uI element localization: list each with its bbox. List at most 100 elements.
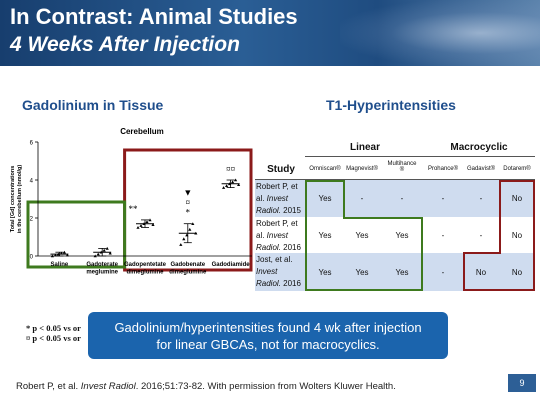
value-cell: - (479, 194, 483, 203)
footnote-left: ¤ p < 0.05 vs or (26, 333, 81, 343)
study-line: al. Invest (256, 231, 289, 240)
header-rule (255, 179, 535, 180)
x-tick-label: dimeglumine (169, 270, 207, 276)
column-header: Multihance ® (381, 154, 423, 180)
y-tick-label: 4 (30, 179, 34, 185)
page-number: 9 (508, 374, 536, 392)
banner-mri-image (340, 0, 540, 66)
group-header-macrocyclic: Macrocyclic (450, 141, 508, 153)
study-line: Robert P, et (256, 182, 298, 191)
column-header: Prohance® (427, 166, 459, 172)
column-header-text: ® (399, 167, 405, 173)
data-point (145, 220, 149, 224)
value-cell: - (441, 194, 445, 203)
hyperintensity-table: Linear Macrocyclic Study Omniscan® Magnevist… (255, 140, 535, 294)
value-cell: - (479, 230, 483, 240)
cerebellum-chart: Cerebellum 0 2 4 6 Total [Gd] concentrations i… (4, 117, 256, 323)
significance-mark: ** (129, 204, 139, 214)
citation-prefix: Robert P, et al. (16, 381, 81, 392)
table-row (255, 253, 535, 291)
value-cell: No (511, 230, 523, 240)
value-cell: - (400, 194, 404, 203)
value-cell: - (441, 267, 445, 277)
study-journal: Radiol. (256, 206, 281, 215)
macrocyclic-highlight-box (499, 180, 535, 254)
macrocyclic-highlight-box (463, 252, 501, 254)
study-journal: Invest (266, 194, 289, 203)
data-point (96, 252, 100, 256)
data-point (182, 237, 186, 241)
value-cell: Yes (355, 267, 369, 277)
value-cell: Yes (355, 230, 369, 240)
study-line: al. Invest (256, 194, 289, 203)
summary-callout: Gadolinium/hyperintensities found 4 wk a… (88, 312, 448, 359)
data-point (151, 223, 155, 226)
citation-journal: Invest Radiol (80, 381, 136, 392)
x-tick-label: Saline (51, 262, 69, 268)
callout-line-2: for linear GBCAs, not for macrocyclics. (156, 336, 380, 352)
citation: Robert P, et al. Invest Radiol. 2016;51:… (16, 381, 396, 392)
data-point (234, 178, 238, 182)
title-banner: In Contrast: Animal Studies 4 Weeks Afte… (0, 0, 540, 66)
x-tick-label: dimeglumine (126, 270, 164, 276)
macrocyclic-box (26, 200, 127, 269)
study-cell: Robert P, et al. Invest Radiol. 2015 (256, 181, 308, 217)
linear-highlight-box (343, 217, 423, 291)
study-cell: Jost, et al. Invest Radiol. 2016 (256, 254, 308, 290)
column-header-study: Study (267, 163, 295, 175)
column-header: Gadavist® (466, 166, 496, 172)
value-cell: No (475, 267, 487, 277)
value-cell: Yes (318, 194, 332, 203)
study-line: Jost, et al. (256, 255, 293, 264)
column-header: Dotarem® (503, 166, 531, 172)
group-header-rule (305, 156, 535, 157)
study-journal: Radiol. (256, 243, 281, 252)
y-axis-label: in the cerebellum (nmol/g) (17, 165, 23, 234)
slide-title: In Contrast: Animal Studies (10, 4, 298, 29)
y-tick-label: 0 (30, 255, 34, 261)
y-axis-label: Total [Gd] concentrations (10, 166, 16, 233)
data-point (188, 227, 192, 231)
left-section-heading: Gadolinium in Tissue (22, 97, 164, 113)
significance-mark: ▼ (183, 188, 192, 198)
study-line: Invest (256, 266, 308, 278)
callout-line-1: Gadolinium/hyperintensities found 4 wk a… (114, 319, 422, 335)
data-point (139, 224, 143, 227)
column-header: Omniscan® (309, 166, 341, 172)
data-point (231, 180, 235, 184)
x-tick-label: Gadopentetate (124, 262, 167, 268)
right-section-heading: T1-Hyperintensities (326, 97, 456, 113)
x-tick-label: Gadoterate (86, 262, 118, 268)
table-row (255, 217, 535, 253)
value-cell: No (511, 267, 523, 277)
data-point (222, 186, 226, 189)
study-line: Robert P, et (256, 219, 298, 228)
citation-suffix: . 2016;51:73-82. With permission from Wo… (135, 381, 396, 392)
y-tick-label: 6 (30, 141, 34, 147)
data-point (179, 243, 183, 246)
table-row (255, 180, 535, 217)
significance-mark: ¤¤ (226, 164, 236, 174)
data-point (108, 251, 112, 255)
data-point (148, 218, 152, 222)
data-point (191, 222, 195, 225)
linear-highlight-box (305, 289, 423, 291)
data-point (102, 248, 106, 252)
y-tick-label: 2 (30, 217, 34, 223)
group-header-linear: Linear (349, 141, 380, 153)
data-point (105, 246, 109, 250)
study-journal: Invest (266, 231, 289, 240)
study-journal: Radiol. (256, 279, 281, 288)
value-cell: Yes (318, 230, 332, 240)
x-tick-label: Gadodiamide (212, 262, 251, 268)
value-cell: - (360, 194, 364, 203)
significance-mark: * (186, 208, 191, 218)
data-point (225, 184, 229, 187)
chart-canvas: Cerebellum 0 2 4 6 Total [Gd] concentrations i… (10, 127, 253, 276)
column-header-text: Multihance (387, 161, 417, 167)
study-cell: Robert P, et al. Invest Radiol. 2016 (256, 218, 308, 254)
value-cell: No (511, 194, 523, 203)
column-header: Magnevist® (346, 166, 378, 172)
macrocyclic-highlight-box (463, 253, 535, 291)
data-point (136, 226, 140, 229)
